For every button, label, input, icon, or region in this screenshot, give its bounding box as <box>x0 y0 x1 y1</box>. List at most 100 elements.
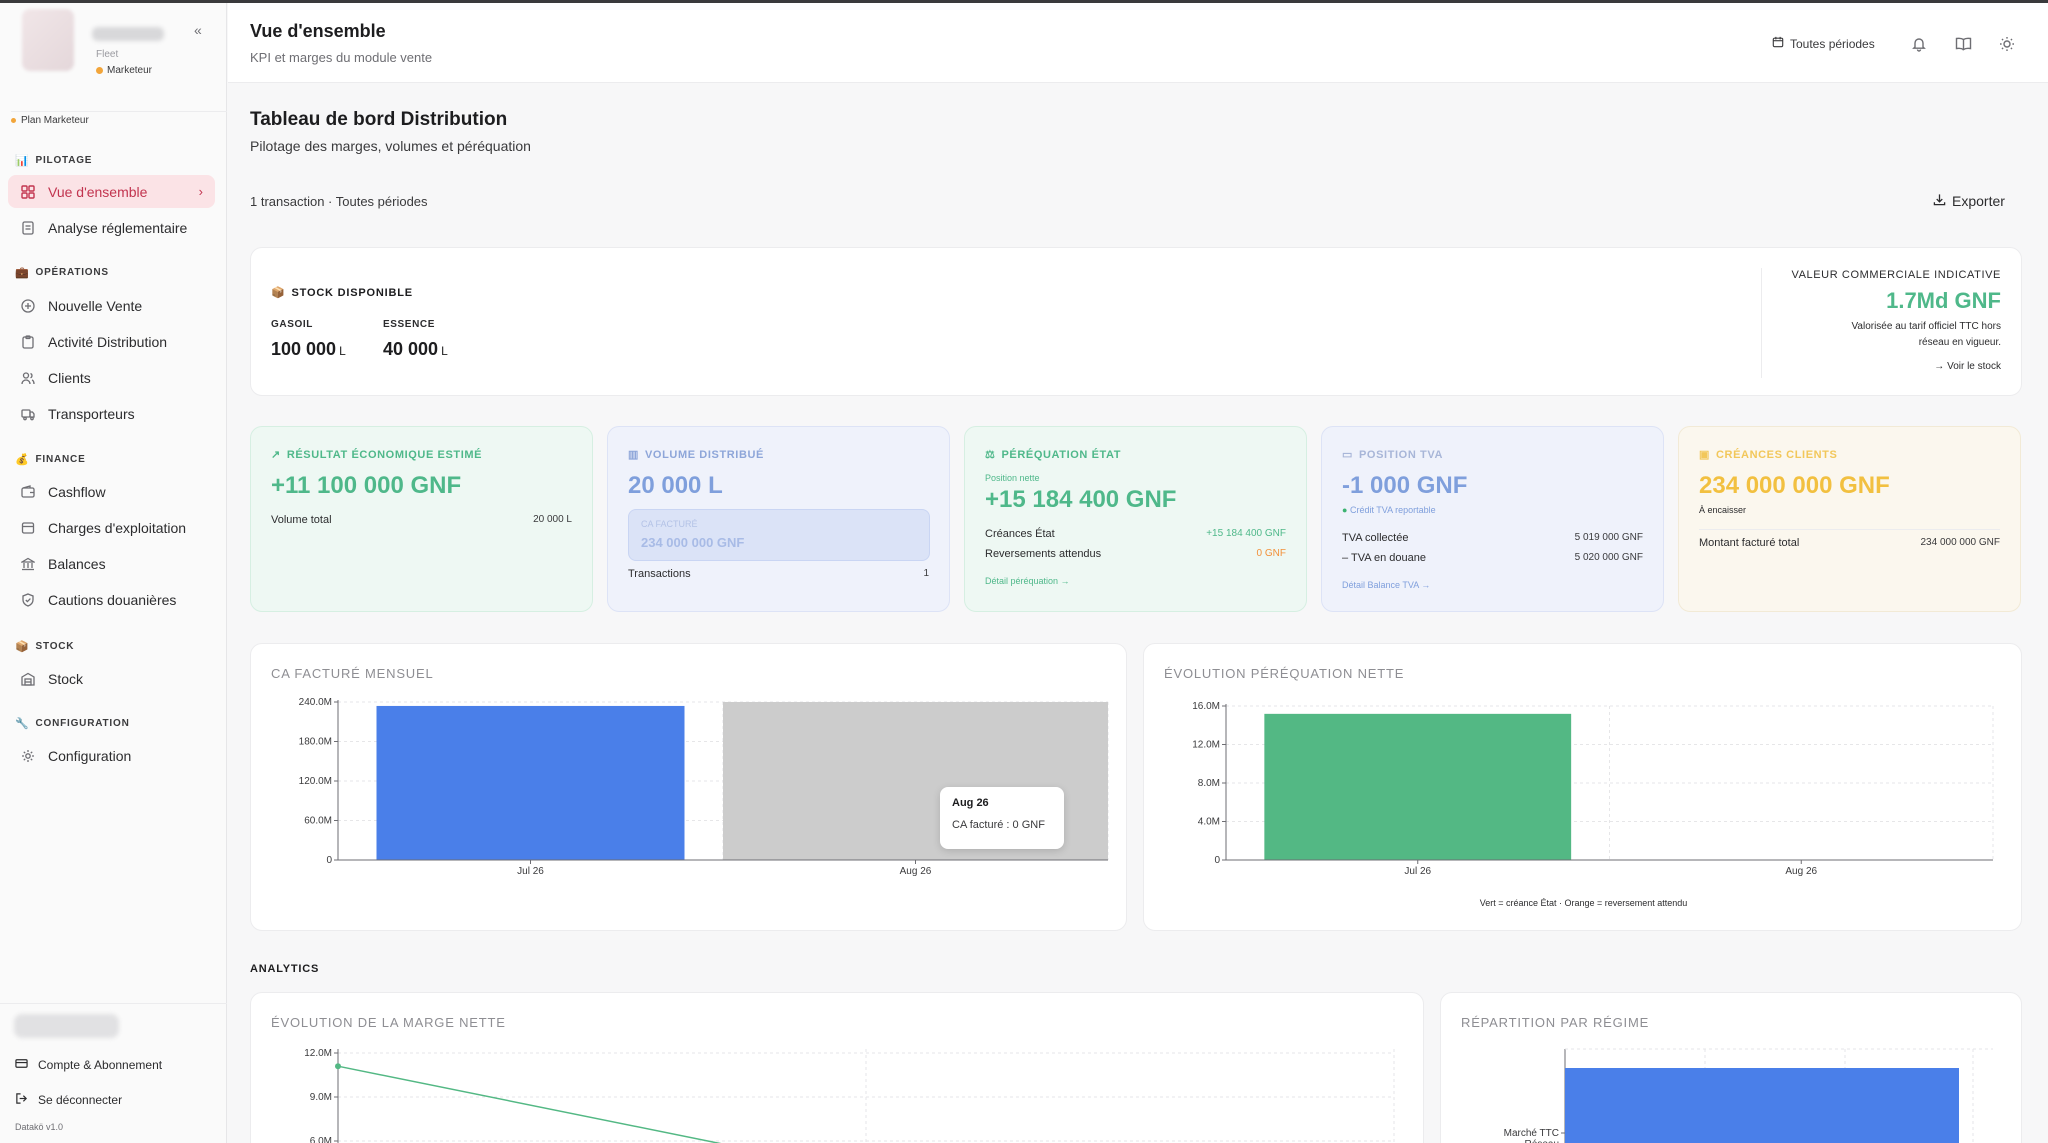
chart-tooltip: Aug 26 CA facturé : 0 GNF <box>940 787 1064 849</box>
wallet-icon <box>20 484 36 500</box>
sun-icon <box>2000 37 2014 51</box>
section-label: STOCK <box>35 641 75 652</box>
perequation-detail-link[interactable]: Détail péréquation → <box>985 576 1070 586</box>
kpi-value: 234 000 000 GNF <box>1699 472 1890 499</box>
export-button[interactable]: Exporter <box>1933 193 2005 209</box>
sidebar-item-label: Cashflow <box>48 483 106 500</box>
vci-value: 1.7Md GNF <box>1886 288 2001 313</box>
wallet-icon: ▣ <box>1699 449 1710 461</box>
briefcase-icon: 💼 <box>15 267 30 279</box>
sidebar-item-analyse[interactable]: Analyse réglementaire <box>8 211 215 244</box>
notifications-button[interactable] <box>1909 34 1929 54</box>
section-label: FINANCE <box>35 454 86 465</box>
chart-title: CA FACTURÉ MENSUEL <box>271 666 434 681</box>
view-stock-link[interactable]: → Voir le stock <box>1934 361 2001 372</box>
kpi-title: ▣ CRÉANCES CLIENTS <box>1699 448 1837 462</box>
gasoil-label: GASOIL <box>271 319 313 330</box>
y-tick-label: 180.0M <box>299 737 332 748</box>
sidebar-item-clients[interactable]: Clients <box>8 361 215 394</box>
vci-label: VALEUR COMMERCIALE INDICATIVE <box>1791 269 2001 281</box>
sidebar-item-label: Configuration <box>48 747 132 764</box>
perequation-chart-card: ÉVOLUTION PÉRÉQUATION NETTE 0 4.0M 8.0M 12.… <box>1143 643 2022 931</box>
kpi-row-montant-facture: Montant facturé total 234 000 000 GNF <box>1699 537 2000 549</box>
kpi-note-label: Crédit TVA reportable <box>1349 505 1436 515</box>
section-finance: 💰 FINANCE <box>15 453 86 466</box>
chart-title: RÉPARTITION PAR RÉGIME <box>1461 1015 1650 1030</box>
role-badge: Marketeur <box>96 65 152 76</box>
header-subtitle: KPI et marges du module vente <box>250 50 433 65</box>
wrench-icon: 🔧 <box>15 718 30 730</box>
card-icon <box>15 1057 28 1073</box>
sidebar-item-stock[interactable]: Stock <box>8 662 215 695</box>
tva-detail-link[interactable]: Détail Balance TVA → <box>1342 580 1431 590</box>
essence-unit: L <box>441 344 448 358</box>
y-tick-label: 8.0M <box>1198 778 1220 789</box>
theme-toggle-button[interactable] <box>1997 34 2017 54</box>
kpi-creances-card: ▣ CRÉANCES CLIENTS 234 000 000 GNF À enca… <box>1678 426 2021 612</box>
sidebar-item-cashflow[interactable]: Cashflow <box>8 475 215 508</box>
collapse-sidebar-button[interactable]: « <box>194 22 202 38</box>
users-icon <box>20 370 36 386</box>
sidebar-item-transporteurs[interactable]: Transporteurs <box>8 397 215 430</box>
plan-badge: Plan Marketeur <box>11 111 227 126</box>
section-label: CONFIGURATION <box>35 718 130 729</box>
sidebar-item-configuration[interactable]: Configuration <box>8 739 215 772</box>
section-configuration: 🔧 CONFIGURATION <box>15 717 130 730</box>
sidebar-item-nouvelle-vente[interactable]: Nouvelle Vente <box>8 289 215 322</box>
sidebar-item-charges[interactable]: Charges d'exploitation <box>8 511 215 544</box>
marge-nette-chart-card: ÉVOLUTION DE LA MARGE NETTE 6.0M 9.0M 12.0… <box>250 992 1424 1143</box>
sidebar-item-activite[interactable]: Activité Distribution <box>8 325 215 358</box>
y-tick-label: 60.0M <box>304 816 332 827</box>
kpi-note: Position nette <box>985 473 1040 483</box>
account-label: Compte & Abonnement <box>38 1058 163 1072</box>
kpi-row-tva-douane: – TVA en douane 5 020 000 GNF <box>1342 552 1643 564</box>
top-header: Vue d'ensemble KPI et marges du module v… <box>228 3 2048 83</box>
sidebar-item-balances[interactable]: Balances <box>8 547 215 580</box>
vci-note: Valorisée au tarif officiel TTC hors rés… <box>1851 321 2001 348</box>
user-avatar[interactable] <box>14 1014 119 1038</box>
essence-label: ESSENCE <box>383 319 435 330</box>
app-version: Datakö v1.0 <box>15 1122 64 1132</box>
page-subtitle: Pilotage des marges, volumes et péréquat… <box>250 138 531 154</box>
marge-nette-chart: 6.0M 9.0M 12.0M <box>304 1048 1395 1143</box>
document-icon <box>20 220 36 236</box>
trending-up-icon: ↗ <box>271 449 281 461</box>
kpi-title: ↗ RÉSULTAT ÉCONOMIQUE ESTIMÉ <box>271 448 482 462</box>
kpi-row-creances: Créances État +15 184 400 GNF <box>985 528 1286 540</box>
period-label: Toutes périodes <box>1790 36 1875 51</box>
essence-amount: 40 000 <box>383 339 439 359</box>
company-name <box>92 27 164 41</box>
sidebar-item-label: Transporteurs <box>48 405 135 422</box>
row-label: TVA collectée <box>1342 532 1409 544</box>
header-title: Vue d'ensemble <box>250 21 386 41</box>
gear-icon <box>20 748 36 764</box>
bank-icon <box>20 556 36 572</box>
truck-icon <box>20 406 36 422</box>
sidebar-item-cautions[interactable]: Cautions douanières <box>8 583 215 616</box>
book-open-icon <box>1955 37 1971 51</box>
sidebar-item-label: Analyse réglementaire <box>48 219 188 236</box>
y-tick-label: 0 <box>1214 855 1220 866</box>
calendar-icon <box>1772 36 1784 51</box>
logout-button[interactable]: Se déconnecter <box>15 1092 122 1108</box>
account-link[interactable]: Compte & Abonnement <box>15 1057 162 1073</box>
role-dot-icon <box>96 67 103 74</box>
row-label: Transactions <box>628 568 691 580</box>
docs-button[interactable] <box>1953 34 1973 54</box>
section-pilotage: 📊 PILOTAGE <box>15 154 92 167</box>
box-icon: 📦 <box>15 641 30 653</box>
gasoil-amount: 100 000 <box>271 339 337 359</box>
sidebar-item-vue-ensemble[interactable]: Vue d'ensemble › <box>8 175 215 208</box>
period-selector[interactable]: Toutes périodes <box>1772 36 1875 51</box>
kpi-value: +15 184 400 GNF <box>985 486 1177 513</box>
stock-divider <box>1761 268 1762 378</box>
export-label: Exporter <box>1952 193 2005 209</box>
analytics-heading: ANALYTICS <box>250 963 320 975</box>
y-tick-label: Réseau <box>1525 1139 1559 1143</box>
y-tick-label: 12.0M <box>1192 740 1220 751</box>
kpi-value: 20 000 L <box>628 472 723 499</box>
chevron-right-icon: › <box>198 184 203 199</box>
row-label: – TVA en douane <box>1342 552 1426 564</box>
bell-icon <box>1912 38 1926 52</box>
ca-mensuel-chart: 0 60.0M 120.0M 180.0M 240.0M Jul 26 Aug 26 <box>299 697 1109 877</box>
